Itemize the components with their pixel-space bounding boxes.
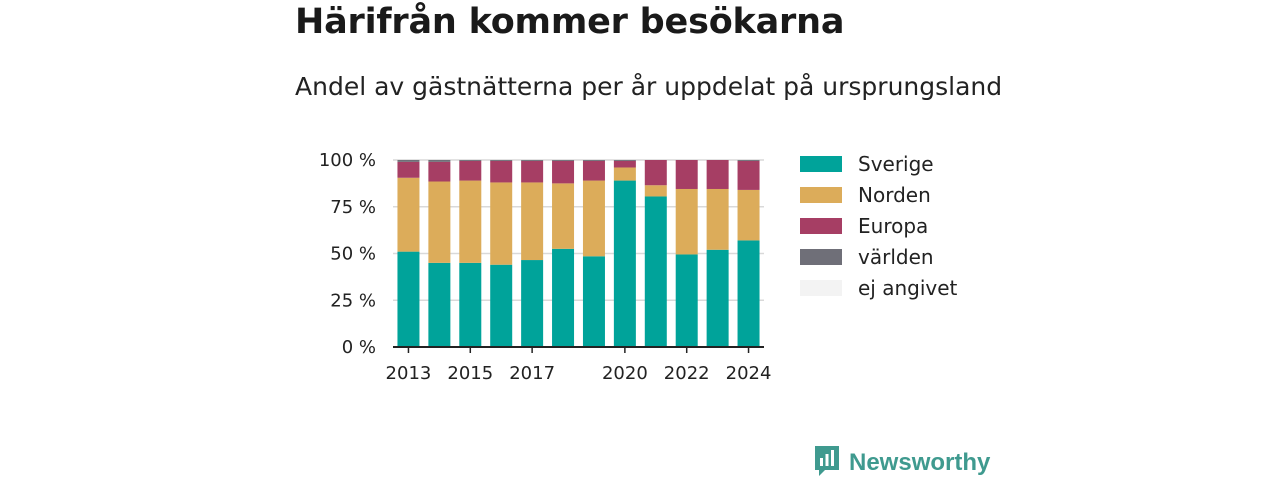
legend-label: världen	[858, 244, 934, 269]
bar-segment-europa-2020[interactable]	[613, 160, 636, 168]
brand-label: Newsworthy	[849, 449, 991, 476]
legend-swatch	[800, 248, 842, 265]
bar-segment-norden-2024[interactable]	[737, 189, 760, 241]
chart-subtitle: Andel av gästnätterna per år uppdelat på…	[295, 72, 1003, 101]
x-tick-label: 2022	[664, 363, 710, 384]
bar-segment-sverige-2014[interactable]	[428, 262, 451, 347]
y-tick-label: 0 %	[342, 337, 376, 358]
bar-segment-europa-2017[interactable]	[521, 160, 544, 183]
x-tick-label: 2017	[509, 363, 555, 384]
legend-item-sverige: Sverige	[800, 148, 957, 179]
bar-segment-norden-2015[interactable]	[459, 180, 482, 263]
bar-segment-norden-2017[interactable]	[521, 182, 544, 261]
bar-segment-europa-2018[interactable]	[552, 160, 575, 184]
bar-segment-norden-2018[interactable]	[552, 183, 575, 249]
bar-segment-norden-2022[interactable]	[675, 188, 698, 255]
bar-segment-norden-2013[interactable]	[397, 177, 420, 252]
bar-segment-norden-2020[interactable]	[613, 167, 636, 181]
bar-segment-europa-2019[interactable]	[582, 160, 605, 181]
bar-segment-sverige-2022[interactable]	[675, 254, 698, 347]
legend-label: ej angivet	[858, 275, 958, 300]
bar-segment-sverige-2013[interactable]	[397, 251, 420, 347]
y-tick-label: 50 %	[330, 244, 376, 265]
bar-segment-europa-2013[interactable]	[397, 161, 420, 178]
legend-swatch	[800, 186, 842, 203]
y-tick-label: 25 %	[330, 290, 376, 311]
bar-segment-världen-2014[interactable]	[428, 160, 451, 162]
legend: Sverige Norden Europa världen ej angivet	[800, 148, 957, 303]
legend-swatch	[800, 279, 842, 296]
bar-segment-världen-2018[interactable]	[552, 160, 575, 161]
newsworthy-brand[interactable]: Newsworthy	[813, 444, 990, 482]
x-tick-label: 2013	[386, 363, 432, 384]
bar-segment-europa-2024[interactable]	[737, 160, 760, 190]
y-tick-label: 100 %	[319, 150, 376, 171]
bar-segment-europa-2014[interactable]	[428, 161, 451, 182]
legend-item-ej-angivet: ej angivet	[800, 272, 957, 303]
x-tick-label: 2015	[447, 363, 493, 384]
bar-segment-sverige-2017[interactable]	[521, 260, 544, 347]
bar-segment-norden-2014[interactable]	[428, 181, 451, 263]
legend-label: Sverige	[858, 151, 934, 176]
bar-segment-sverige-2024[interactable]	[737, 240, 760, 347]
bar-segment-världen-2013[interactable]	[397, 160, 420, 162]
bar-segment-europa-2021[interactable]	[644, 160, 667, 186]
bar-segment-världen-2017[interactable]	[521, 160, 544, 161]
bar-segment-norden-2021[interactable]	[644, 185, 667, 197]
legend-label: Europa	[858, 213, 929, 238]
legend-item-norden: Norden	[800, 179, 957, 210]
axes: 0 % 25 % 50 % 75 % 100 % 2013 2015 2017 2020 2022…	[319, 150, 772, 384]
bar-segment-sverige-2016[interactable]	[490, 264, 513, 347]
bar-segment-europa-2016[interactable]	[490, 160, 513, 183]
bar-segment-världen-2015[interactable]	[459, 160, 482, 161]
bar-segment-sverige-2019[interactable]	[582, 256, 605, 347]
bar-segment-norden-2023[interactable]	[706, 188, 729, 250]
bar-segment-sverige-2015[interactable]	[459, 262, 482, 347]
legend-label: Norden	[858, 182, 931, 207]
legend-swatch	[800, 155, 842, 172]
bar-segment-världen-2019[interactable]	[582, 160, 605, 161]
bar-segment-europa-2022[interactable]	[675, 160, 698, 189]
newsworthy-logo-icon	[813, 444, 841, 482]
bar-segment-världen-2024[interactable]	[737, 160, 760, 161]
bar-segment-världen-2020[interactable]	[613, 160, 636, 161]
legend-swatch	[800, 217, 842, 234]
x-tick-label: 2020	[602, 363, 648, 384]
bar-segment-världen-2016[interactable]	[490, 160, 513, 161]
x-tick-label: 2024	[726, 363, 772, 384]
bars	[397, 160, 760, 347]
y-tick-label: 75 %	[330, 197, 376, 218]
bar-segment-sverige-2020[interactable]	[613, 180, 636, 347]
bar-segment-sverige-2021[interactable]	[644, 196, 667, 347]
grid-lines	[393, 159, 764, 301]
bar-segment-sverige-2018[interactable]	[552, 248, 575, 347]
legend-item-europa: Europa	[800, 210, 957, 241]
bar-segment-sverige-2023[interactable]	[706, 249, 729, 347]
legend-item-varlden: världen	[800, 241, 957, 272]
bar-segment-norden-2016[interactable]	[490, 182, 513, 265]
bar-segment-norden-2019[interactable]	[582, 180, 605, 257]
bar-segment-europa-2023[interactable]	[706, 160, 729, 189]
chart-title: Härifrån kommer besökarna	[295, 2, 845, 42]
bar-segment-europa-2015[interactable]	[459, 160, 482, 181]
